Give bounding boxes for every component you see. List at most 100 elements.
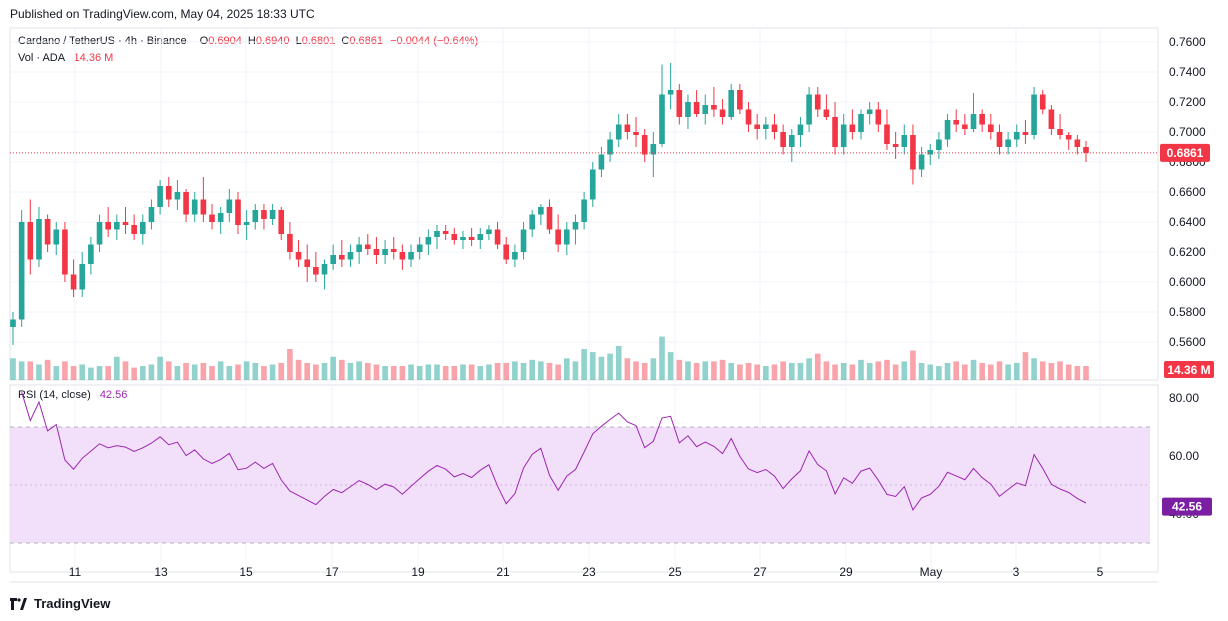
candle-body	[858, 114, 864, 132]
volume-bar	[373, 364, 380, 380]
volume-bar	[1013, 362, 1020, 380]
rsi-legend: RSI (14, close) 42.56	[18, 389, 127, 401]
candle-body	[269, 210, 276, 219]
ohlc-legend: Cardano / TetherUS · 4h · Binance O0.690…	[18, 35, 478, 47]
candle-body	[131, 225, 137, 234]
candle-body	[763, 124, 769, 129]
volume-bar	[1083, 366, 1089, 380]
volume-bar	[1005, 364, 1011, 380]
volume-bar	[408, 364, 414, 380]
volume-bar	[295, 359, 302, 380]
candle-body	[486, 229, 492, 234]
price-tick-label: 0.6400	[1169, 215, 1206, 229]
volume-label[interactable]: Vol · ADA	[18, 52, 65, 64]
volume-bar	[235, 364, 241, 380]
candle-body	[849, 124, 856, 132]
candle-body	[659, 94, 665, 144]
candle-body	[356, 244, 362, 252]
candle-body	[36, 219, 42, 260]
volume-bar	[183, 362, 189, 380]
volume-bar	[624, 358, 631, 380]
last-price-badge	[1160, 143, 1210, 162]
volume-bar	[1022, 352, 1029, 380]
time-tick-label: 19	[411, 565, 425, 579]
volume-bar	[996, 361, 1003, 380]
volume-bar	[339, 359, 345, 380]
candle-body	[918, 154, 925, 170]
volume-bar	[157, 356, 163, 380]
candle-body	[1005, 139, 1011, 147]
volume-bar	[261, 366, 267, 380]
low-label: L	[295, 35, 302, 47]
candle-body	[780, 132, 786, 147]
candle-body	[88, 244, 94, 264]
volume-bar	[105, 366, 111, 380]
candle-body	[1013, 132, 1020, 140]
candle-body	[520, 229, 527, 252]
volume-bar	[892, 364, 899, 380]
candle-body	[711, 105, 717, 110]
tradingview-brand[interactable]: TradingView	[10, 596, 110, 611]
volume-bar	[278, 362, 285, 380]
volume-bar	[1065, 364, 1072, 380]
time-tick-label: May	[920, 565, 943, 579]
candle-body	[460, 237, 466, 240]
candle-body	[79, 264, 86, 290]
volume-bar	[910, 350, 916, 380]
volume-bar	[633, 361, 639, 380]
candle-body	[304, 259, 311, 267]
volume-bar	[546, 362, 553, 380]
volume-bar	[728, 362, 735, 380]
volume-bar	[944, 362, 951, 380]
volume-bar	[70, 366, 77, 380]
volume-bar	[460, 364, 466, 380]
volume-bar	[330, 356, 336, 380]
volume-bar	[840, 362, 847, 380]
volume-bar	[321, 362, 328, 380]
candle-body	[416, 244, 423, 252]
candle-body	[425, 237, 432, 245]
volume-bar	[434, 364, 440, 380]
rsi-label[interactable]: RSI (14, close)	[18, 389, 91, 401]
volume-bar	[44, 359, 51, 380]
volume-bar	[970, 359, 977, 380]
volume-bar	[88, 367, 94, 380]
candle-body	[139, 222, 146, 234]
volume-bar	[875, 361, 882, 380]
candle-body	[1057, 129, 1063, 135]
candle-body	[806, 94, 812, 125]
open-value: 0.6904	[208, 35, 242, 47]
rsi-value: 42.56	[99, 389, 128, 401]
symbol-label[interactable]: Cardano / TetherUS · 4h · Binance	[18, 35, 187, 47]
candle-body	[589, 169, 596, 200]
volume-bar	[581, 349, 587, 380]
price-tick-label: 0.7600	[1169, 35, 1206, 49]
published-header: Published on TradingView.com, May 04, 20…	[10, 7, 315, 21]
volume-bar	[719, 359, 726, 380]
candle-body	[529, 214, 536, 230]
volume-bar	[451, 366, 458, 380]
volume-bar	[313, 364, 319, 380]
price-tick-label: 0.5600	[1169, 335, 1206, 349]
candle-body	[1083, 147, 1089, 153]
volume-bar	[468, 364, 475, 380]
volume-bar	[122, 361, 129, 380]
candle-body	[70, 274, 77, 290]
candle-body	[875, 109, 882, 125]
volume-bar	[814, 353, 821, 380]
volume-bar	[114, 356, 120, 380]
candle-body	[27, 222, 34, 260]
volume-bar	[667, 352, 674, 380]
volume-bar	[36, 364, 42, 380]
candle-body	[200, 199, 207, 215]
volume-bar	[823, 361, 830, 380]
volume-bar	[131, 367, 137, 380]
volume-bar	[754, 364, 760, 380]
volume-bar	[927, 364, 934, 380]
volume-bar	[1074, 366, 1081, 380]
candle-body	[287, 234, 293, 252]
volume-bar	[503, 362, 510, 380]
volume-bar	[347, 362, 354, 380]
volume-bar	[425, 364, 432, 380]
